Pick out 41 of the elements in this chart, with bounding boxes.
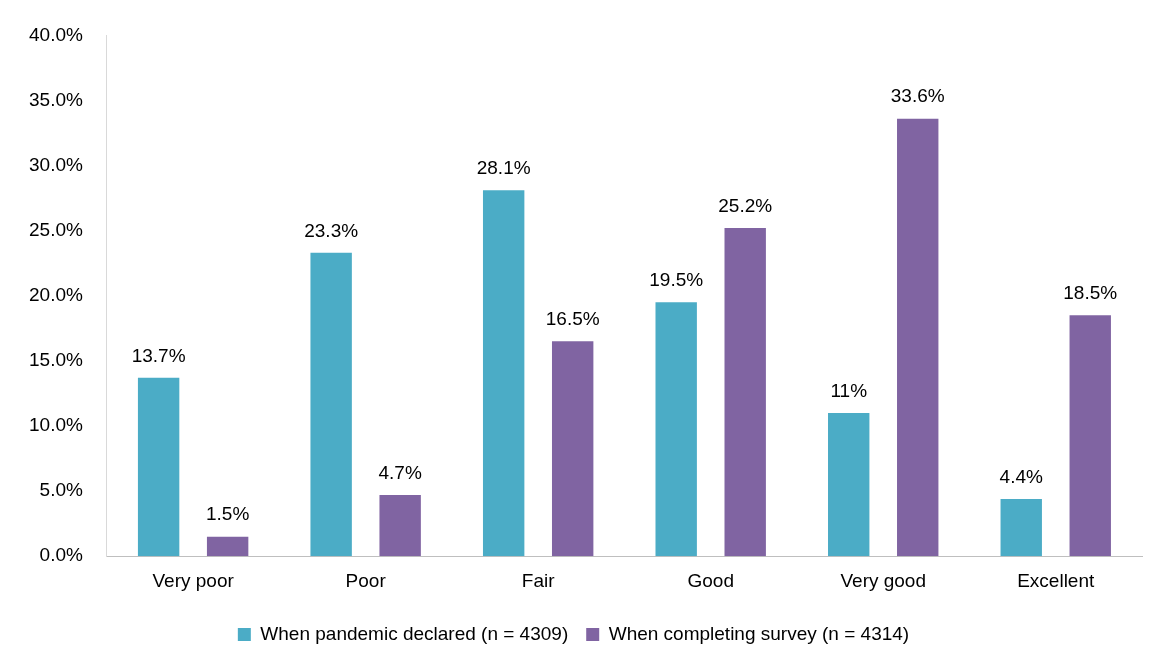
data-label: 1.5% bbox=[205, 503, 250, 525]
bar bbox=[206, 536, 249, 557]
x-tick-label: Fair bbox=[521, 569, 556, 591]
data-label: 18.5% bbox=[1063, 282, 1118, 304]
bar bbox=[1000, 498, 1042, 557]
data-label: 19.5% bbox=[649, 269, 704, 291]
x-tick-label: Good bbox=[687, 569, 734, 591]
x-tick-label: Excellent bbox=[1017, 569, 1095, 591]
data-label: 11% bbox=[830, 379, 868, 401]
data-label: 4.7% bbox=[378, 461, 422, 483]
y-tick-label: 20.0% bbox=[29, 284, 83, 306]
y-tick-label: 30.0% bbox=[29, 153, 83, 175]
x-tick-label: Poor bbox=[345, 569, 387, 591]
bar bbox=[482, 190, 525, 557]
bar bbox=[379, 495, 421, 557]
legend-label: When pandemic declared (n = 4309) bbox=[260, 622, 569, 644]
data-label: 13.7% bbox=[131, 344, 186, 366]
x-tick-label: Very good bbox=[840, 569, 927, 591]
data-label: 25.2% bbox=[718, 194, 773, 216]
bar bbox=[1069, 315, 1111, 557]
y-tick-label: 40.0% bbox=[29, 23, 83, 45]
x-tick-label: Very poor bbox=[152, 569, 235, 591]
y-tick-label: 10.0% bbox=[29, 414, 83, 436]
y-tick-label: 35.0% bbox=[29, 88, 83, 110]
bar bbox=[655, 302, 697, 557]
bar bbox=[724, 228, 766, 557]
data-label: 28.1% bbox=[476, 157, 531, 179]
y-tick-label: 25.0% bbox=[29, 218, 83, 240]
y-tick-label: 15.0% bbox=[29, 349, 83, 371]
bar bbox=[310, 252, 352, 557]
data-label: 16.5% bbox=[545, 308, 600, 330]
data-label: 4.4% bbox=[999, 465, 1043, 487]
data-label: 23.3% bbox=[304, 219, 359, 241]
bar bbox=[897, 118, 939, 557]
y-tick-label: 0.0% bbox=[39, 544, 83, 566]
y-tick-label: 5.0% bbox=[39, 479, 83, 501]
data-label: 33.6% bbox=[890, 85, 945, 107]
bar bbox=[828, 412, 870, 557]
legend-label: When completing survey (n = 4314) bbox=[608, 622, 910, 644]
bar bbox=[551, 341, 594, 557]
bar bbox=[137, 377, 180, 557]
